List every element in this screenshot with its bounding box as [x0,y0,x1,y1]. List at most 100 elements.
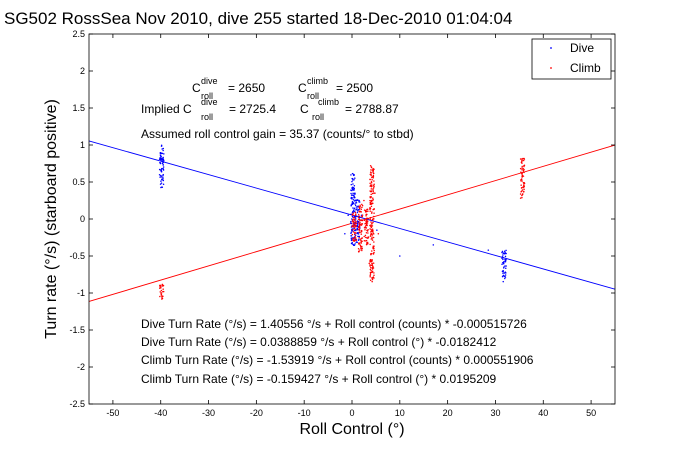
roll-gain-annotation: Assumed roll control gain = 35.37 (count… [141,127,414,141]
climb-point [357,250,360,253]
dive-point [358,235,360,238]
axis-ticks: -50 -40 -30 -20 -10 0 10 20 30 40 50 2.5 2 1.5 1 0.5 0 -0… [69,29,615,418]
implied-climb-sub: roll [312,112,324,122]
c-dive-sub: roll [201,91,213,101]
climb-point [519,167,522,170]
climb-point [373,184,375,187]
climb-point [161,285,164,287]
climb-point [521,162,523,164]
climb-point [367,229,369,231]
x-tick-label: 0 [349,408,354,418]
climb-point [159,295,161,298]
climb-point [354,237,357,239]
dive-point [353,215,356,218]
dive-point [357,199,359,201]
climb-point [160,289,163,292]
climb-point [372,221,374,224]
climb-point [358,224,361,226]
climb-point [369,207,372,210]
climb-point [370,166,373,168]
climb-point [373,274,375,276]
climb-eq-degrees: Climb Turn Rate (°/s) = -0.159427 °/s + … [141,372,497,386]
climb-point [520,184,522,186]
climb-point [373,212,375,214]
dive-eq-degrees: Dive Turn Rate (°/s) = 0.0388859 °/s + R… [141,335,497,349]
y-tick-label: -2 [77,362,85,372]
x-tick-label: -40 [154,408,167,418]
climb-point [355,238,357,241]
climb-point [369,171,372,173]
y-axis-label: Turn rate (°/s) (starboard positive) [43,99,60,339]
dive-point [351,187,354,190]
climb-point [371,277,373,279]
climb-point [358,215,361,217]
climb-point [354,228,357,231]
y-tick-label: 1 [80,140,85,150]
climb-point [369,178,371,181]
x-tick-label: -30 [202,408,215,418]
climb-point [354,223,357,225]
climb-point [522,193,524,195]
climb-point [522,186,524,188]
dive-point [162,169,165,171]
x-tick-label: -20 [250,408,263,418]
climb-point [370,253,372,255]
dive-point [352,207,354,209]
climb-point [161,296,163,298]
dive-point [161,179,163,181]
dive-point [358,201,361,203]
climb-point [357,213,360,216]
climb-point [353,224,356,227]
dive-point [350,213,352,215]
dive-point [353,179,355,181]
climb-point [363,199,365,202]
implied-climb-label: C [300,102,309,116]
dive-point [354,210,356,213]
c-dive-label: C [192,81,201,95]
dive-point [162,166,165,168]
climb-point [371,211,373,213]
climb-point [358,231,361,233]
dive-point [357,235,359,238]
y-tick-label: 0 [80,214,85,224]
climb-point [359,244,362,247]
climb-point [370,205,373,208]
dive-point [357,209,360,211]
climb-point [363,240,366,242]
climb-point [369,259,372,262]
dive-point [501,263,503,266]
plot-area: -50 -40 -30 -20 -10 0 10 20 30 40 50 2.5 2 1.5 1 0.5 0 -0… [69,29,616,418]
climb-point [352,218,354,221]
dive-point [352,179,354,181]
climb-point [374,192,376,194]
implied-label: Implied C [141,102,192,116]
climb-point [372,176,375,179]
dive-point [504,275,506,278]
dive-point [161,148,163,150]
dive-point [351,200,354,203]
climb-point [353,216,355,219]
dive-point [351,188,354,191]
climb-point [358,237,360,239]
dive-point [432,244,435,246]
climb-point [371,234,374,236]
dive-point [505,258,507,261]
climb-point [354,220,357,222]
dive-point [347,214,349,217]
dive-point [502,261,505,263]
x-tick-label: 50 [586,408,596,418]
dive-point [353,196,356,198]
climb-point [354,211,357,214]
climb-point [372,236,375,239]
climb-point [352,240,355,242]
dive-point [344,233,346,235]
dive-point [355,202,358,204]
climb-point [366,230,369,232]
climb-point [373,215,375,218]
dive-point [161,176,163,178]
dive-point [159,157,161,160]
fit-equations: Dive Turn Rate (°/s) = 1.40556 °/s + Rol… [141,317,534,386]
climb-point [366,213,368,216]
climb-point [370,190,372,193]
